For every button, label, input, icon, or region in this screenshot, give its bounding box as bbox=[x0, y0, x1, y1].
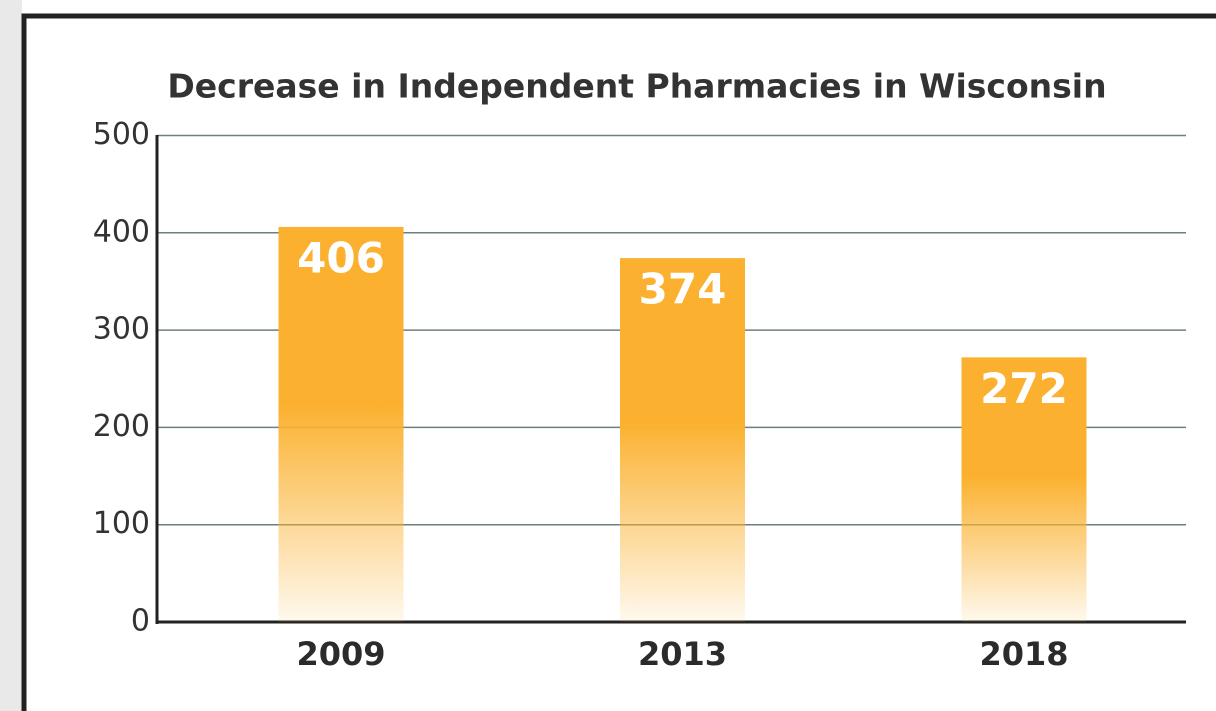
data-label: 374 bbox=[639, 265, 727, 314]
y-tick-label: 0 bbox=[131, 604, 150, 639]
data-label: 406 bbox=[297, 233, 385, 282]
y-tick-label: 300 bbox=[93, 312, 150, 347]
x-tick-label: 2013 bbox=[638, 635, 727, 673]
shadow bbox=[0, 0, 22, 711]
y-tick-label: 400 bbox=[93, 214, 150, 249]
x-tick-label: 2009 bbox=[296, 635, 385, 673]
chart-title: Decrease in Independent Pharmacies in Wi… bbox=[167, 67, 1106, 106]
y-tick-label: 500 bbox=[93, 117, 150, 152]
y-tick-label: 200 bbox=[93, 409, 150, 444]
data-label: 272 bbox=[980, 364, 1068, 413]
y-tick-label: 100 bbox=[93, 506, 150, 541]
x-tick-label: 2018 bbox=[979, 635, 1068, 673]
bar bbox=[961, 357, 1087, 622]
bar bbox=[620, 258, 745, 622]
bar bbox=[278, 226, 404, 622]
